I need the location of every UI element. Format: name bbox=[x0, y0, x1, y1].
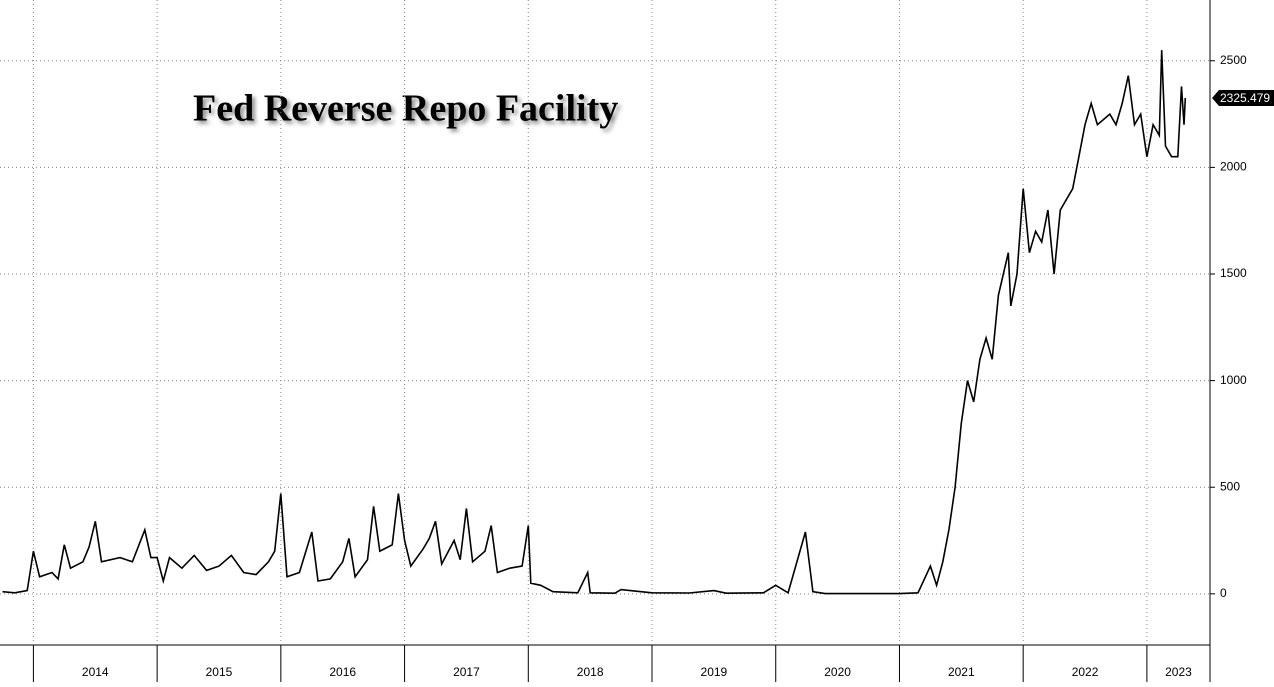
line bbox=[2, 50, 1187, 595]
y-tick-label: 500 bbox=[1220, 479, 1240, 493]
x-tick-label: 2016 bbox=[329, 665, 356, 679]
x-tick-label: 2019 bbox=[701, 665, 728, 679]
y-tick-label: 1000 bbox=[1220, 373, 1247, 387]
y-tick-label: 2500 bbox=[1220, 53, 1247, 67]
last-value-tag bbox=[1212, 89, 1274, 106]
x-tick-label: 2020 bbox=[824, 665, 851, 679]
x-tick-label: 2018 bbox=[577, 665, 604, 679]
y-tick-label: 2000 bbox=[1220, 160, 1247, 174]
x-tick-label: 2022 bbox=[1072, 665, 1099, 679]
y-tick-label: 1500 bbox=[1220, 266, 1247, 280]
y-tick-label: 0 bbox=[1220, 586, 1227, 600]
x-tick-label: 2014 bbox=[82, 665, 109, 679]
x-tick-label: 2017 bbox=[453, 665, 480, 679]
x-tick-label: 2023 bbox=[1165, 665, 1192, 679]
x-tick-label: 2015 bbox=[206, 665, 233, 679]
last-value-label: 2325.479 bbox=[1220, 91, 1270, 105]
x-tick-label: 2021 bbox=[948, 665, 975, 679]
chart-title: Fed Reverse Repo Facility bbox=[193, 88, 618, 130]
